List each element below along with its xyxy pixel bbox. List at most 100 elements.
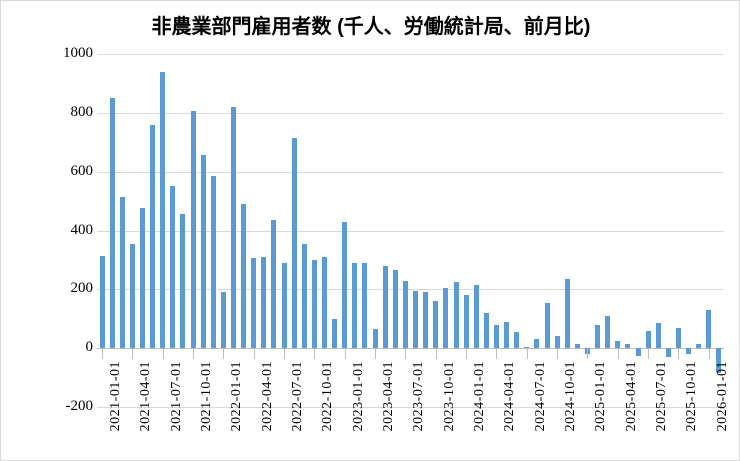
plot-area bbox=[97, 54, 724, 408]
bar bbox=[665, 348, 671, 357]
bar bbox=[564, 279, 570, 349]
bar bbox=[210, 176, 216, 349]
y-axis-tick-label: 800 bbox=[70, 103, 94, 120]
bar bbox=[696, 343, 702, 349]
gridline bbox=[97, 407, 724, 408]
bar bbox=[524, 346, 530, 349]
x-axis-tick-label: 2022-01-01 bbox=[229, 361, 245, 432]
bar bbox=[413, 290, 419, 349]
gridline bbox=[97, 113, 724, 114]
bar bbox=[433, 301, 439, 349]
bar bbox=[655, 323, 661, 349]
bar bbox=[150, 124, 156, 349]
y-axis-tick-label: 1000 bbox=[63, 45, 93, 61]
bar bbox=[453, 281, 459, 349]
y-axis-tick-label: 0 bbox=[85, 339, 94, 356]
bar bbox=[443, 287, 449, 349]
bar bbox=[483, 312, 489, 349]
bar bbox=[625, 343, 631, 349]
x-axis-tick-label: 2023-04-01 bbox=[381, 361, 397, 432]
x-axis-tick bbox=[527, 348, 528, 359]
x-axis-tick-label: 2022-10-01 bbox=[320, 361, 336, 432]
x-axis-tick-label: 2021-01-01 bbox=[108, 361, 124, 432]
x-axis-tick-label: 2025-04-01 bbox=[623, 361, 639, 432]
bar bbox=[382, 265, 388, 349]
bar bbox=[332, 318, 338, 349]
bar bbox=[180, 214, 186, 349]
bar bbox=[281, 262, 287, 349]
bar bbox=[140, 208, 145, 349]
bar bbox=[190, 111, 196, 349]
y-axis-tick-label: 400 bbox=[70, 221, 94, 238]
bar bbox=[362, 262, 368, 349]
bar bbox=[706, 309, 712, 349]
bar bbox=[372, 329, 378, 349]
bar bbox=[119, 196, 125, 349]
x-axis-tick-label: 2024-01-01 bbox=[472, 361, 488, 432]
x-axis-tick bbox=[678, 348, 679, 359]
x-axis-tick-label: 2022-04-01 bbox=[259, 361, 275, 432]
bar bbox=[544, 302, 550, 349]
x-axis-tick bbox=[709, 348, 710, 359]
x-axis-tick bbox=[132, 348, 133, 359]
bar bbox=[99, 255, 105, 349]
bar bbox=[463, 295, 469, 349]
x-axis-tick bbox=[223, 348, 224, 359]
bar bbox=[129, 243, 135, 349]
x-axis-tick-label: 2025-10-01 bbox=[684, 361, 700, 432]
bar bbox=[473, 284, 479, 349]
bar bbox=[311, 259, 317, 349]
bar bbox=[392, 270, 398, 349]
bar bbox=[423, 292, 429, 349]
y-axis-tick-label: 600 bbox=[70, 162, 94, 179]
x-axis-tick bbox=[557, 348, 558, 359]
bar bbox=[220, 292, 226, 349]
x-axis-tick-label: 2023-07-01 bbox=[411, 361, 427, 432]
bar bbox=[109, 98, 115, 349]
bar bbox=[160, 71, 166, 349]
bar bbox=[686, 348, 692, 355]
bar bbox=[342, 221, 348, 349]
bar bbox=[322, 256, 328, 349]
bar bbox=[635, 348, 641, 356]
x-axis-tick-label: 2021-04-01 bbox=[138, 361, 154, 432]
bar bbox=[645, 330, 651, 349]
gridline bbox=[97, 289, 724, 290]
bar bbox=[231, 106, 237, 349]
bar bbox=[200, 155, 206, 349]
x-axis-tick bbox=[314, 348, 315, 359]
x-axis-tick-label: 2025-07-01 bbox=[654, 361, 670, 432]
bar bbox=[716, 348, 722, 374]
x-axis-tick-label: 2024-07-01 bbox=[532, 361, 548, 432]
x-axis-tick-label: 2021-10-01 bbox=[199, 361, 215, 432]
gridline bbox=[97, 172, 724, 173]
x-axis-tick-label: 2024-10-01 bbox=[563, 361, 579, 432]
x-axis-tick-label: 2021-07-01 bbox=[168, 361, 184, 432]
x-axis-tick-label: 2023-01-01 bbox=[350, 361, 366, 432]
bar bbox=[402, 280, 408, 349]
chart-title: 非農業部門雇用者数 (千人、労働統計局、前月比) bbox=[151, 16, 591, 38]
x-axis-tick bbox=[375, 348, 376, 359]
x-axis-tick bbox=[284, 348, 285, 359]
bar bbox=[514, 331, 520, 349]
x-axis-tick-label: 2022-07-01 bbox=[290, 361, 306, 432]
x-axis-tick-label: 2023-10-01 bbox=[441, 361, 457, 432]
y-axis-labels: 1000 800 600 400 200 0 -200 bbox=[1, 1, 94, 460]
y-axis-tick-label: 200 bbox=[70, 280, 94, 297]
x-axis-tick bbox=[102, 348, 103, 359]
bar bbox=[605, 315, 611, 349]
bar bbox=[170, 186, 176, 349]
zero-axis-line bbox=[97, 348, 724, 349]
x-axis-tick bbox=[436, 348, 437, 359]
x-axis-tick bbox=[466, 348, 467, 359]
bar bbox=[615, 340, 621, 349]
bar bbox=[271, 220, 277, 349]
x-axis-ticks bbox=[97, 348, 724, 360]
x-axis-tick bbox=[648, 348, 649, 359]
x-axis-tick bbox=[254, 348, 255, 359]
bar bbox=[493, 324, 499, 349]
y-axis-tick-label: -200 bbox=[65, 398, 94, 414]
x-axis-tick bbox=[496, 348, 497, 359]
